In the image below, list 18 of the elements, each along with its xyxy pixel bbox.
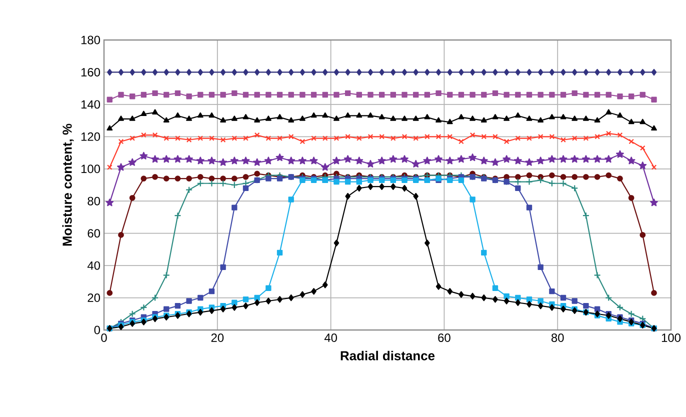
x-axis-title: Radial distance [340,350,435,360]
x-tick-label: 40 [324,334,337,342]
y-tick-label: 100 [81,164,100,174]
x-tick-label: 0 [101,334,107,342]
y-tick-label: 0 [94,326,100,334]
y-tick-label: 180 [81,36,100,44]
x-tick-label: 60 [438,334,450,342]
y-tick-label: 140 [81,100,100,109]
y-tick-label: 20 [88,294,100,302]
y-axis-title: Moisture content, % [62,124,74,246]
y-tick-label: 120 [81,132,100,141]
x-tick-label: 80 [551,334,564,342]
y-tick-label: 160 [81,68,100,76]
y-tick-label: 60 [88,229,100,238]
y-tick-label: 40 [87,261,100,270]
x-tick-label: 100 [662,334,681,342]
y-tick-label: 80 [88,196,100,206]
x-tick-label: 20 [211,334,224,342]
